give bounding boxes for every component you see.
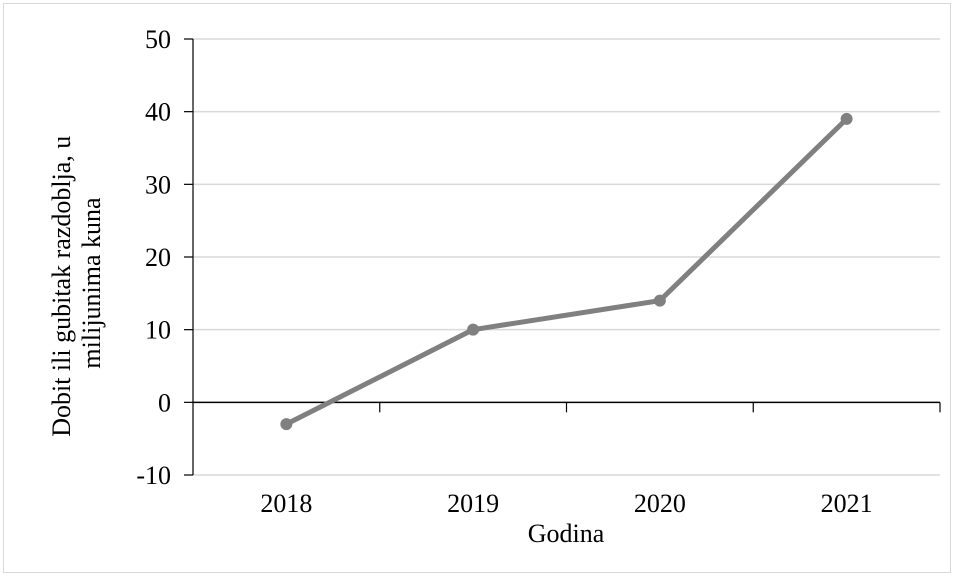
y-tick-label: 0 — [158, 388, 171, 417]
y-tick-label: -10 — [136, 461, 171, 490]
y-axis-title: Dobit ili gubitak razdoblja, u milijunim… — [47, 129, 106, 437]
x-tick-labels: 2018 2019 2020 2021 — [260, 489, 872, 518]
y-tick-label: 50 — [145, 25, 171, 54]
chart-frame — [3, 3, 951, 573]
y-tick-labels: -10 0 10 20 30 40 50 — [136, 25, 171, 490]
y-axis-title-line-2: milijunima kuna — [77, 197, 106, 369]
x-tick-label: 2018 — [260, 489, 312, 518]
x-tick-label: 2020 — [634, 489, 686, 518]
data-point — [467, 323, 480, 336]
data-point — [280, 418, 293, 431]
y-tick-label: 40 — [145, 98, 171, 127]
y-tick-label: 30 — [145, 170, 171, 199]
grid-lines — [193, 38, 940, 476]
y-tick-label: 10 — [145, 316, 171, 345]
series-line — [283, 116, 850, 427]
x-axis-title: Godina — [528, 519, 605, 548]
series — [280, 112, 853, 431]
x-tick-label: 2021 — [821, 489, 873, 518]
data-point — [840, 112, 853, 125]
axes — [184, 38, 941, 476]
x-tick-label: 2019 — [447, 489, 499, 518]
y-tick-label: 20 — [145, 243, 171, 272]
data-point — [653, 294, 666, 307]
y-axis-title-line-1: Dobit ili gubitak razdoblja, u — [47, 136, 76, 437]
